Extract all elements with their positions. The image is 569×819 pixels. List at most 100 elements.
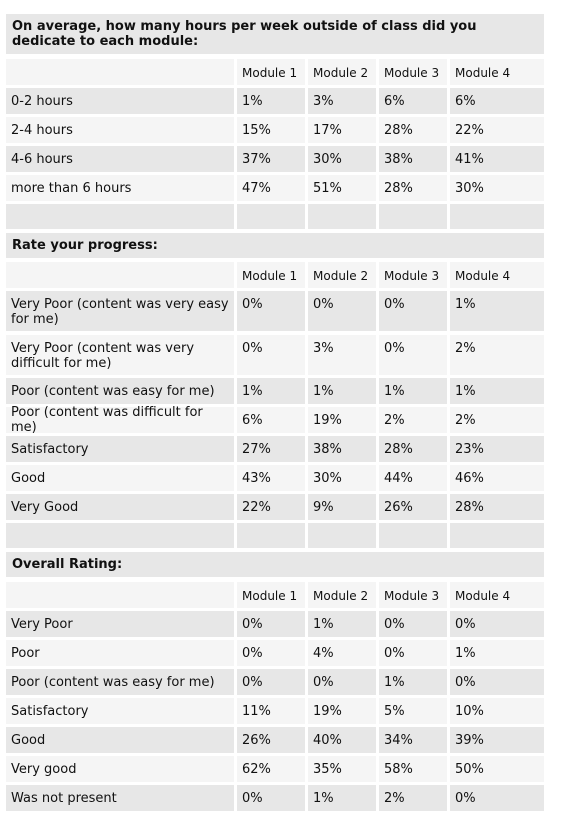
value-cell: 28% [379,436,447,462]
column-header-2: Module 2 [308,59,376,85]
value-cell: 30% [450,175,544,201]
column-header-1: Module 1 [237,582,305,608]
value-cell: 47% [237,175,305,201]
value-cell: 0% [379,611,447,637]
value-cell: 43% [237,465,305,491]
value-cell: 62% [237,756,305,782]
value-cell: 0% [237,611,305,637]
value-cell: 50% [450,756,544,782]
section-title: Rate your progress: [6,233,544,258]
value-cell: 19% [308,407,376,433]
spacer-cell [379,523,447,548]
value-cell: 1% [308,378,376,404]
row-label: Good [6,727,234,753]
section-title: Overall Rating: [6,552,544,577]
value-cell: 9% [308,494,376,520]
value-cell: 2% [450,335,544,375]
row-label: Was not present [6,785,234,811]
value-cell: 0% [237,785,305,811]
value-cell: 40% [308,727,376,753]
row-label: Good [6,465,234,491]
value-cell: 0% [379,291,447,331]
spacer-cell [237,204,305,229]
value-cell: 37% [237,146,305,172]
value-cell: 28% [450,494,544,520]
column-header-3: Module 3 [379,262,447,288]
value-cell: 22% [450,117,544,143]
row-label: 4-6 hours [6,146,234,172]
header-blank-cell [6,59,234,85]
row-label: Very Poor (content was very easy for me) [6,291,234,331]
column-header-3: Module 3 [379,59,447,85]
value-cell: 10% [450,698,544,724]
value-cell: 0% [237,640,305,666]
value-cell: 11% [237,698,305,724]
value-cell: 38% [308,436,376,462]
value-cell: 0% [237,669,305,695]
spacer-cell [308,204,376,229]
value-cell: 5% [379,698,447,724]
value-cell: 6% [379,88,447,114]
spacer-cell [6,523,234,548]
value-cell: 34% [379,727,447,753]
column-header-4: Module 4 [450,59,544,85]
spacer-cell [6,204,234,229]
value-cell: 30% [308,146,376,172]
value-cell: 2% [379,407,447,433]
column-header-1: Module 1 [237,59,305,85]
value-cell: 46% [450,465,544,491]
row-label: Poor (content was difficult for me) [6,405,234,435]
value-cell: 1% [450,640,544,666]
column-header-1: Module 1 [237,262,305,288]
value-cell: 0% [379,335,447,375]
column-header-4: Module 4 [450,262,544,288]
row-label: 0-2 hours [6,88,234,114]
spacer-cell [308,523,376,548]
value-cell: 1% [237,88,305,114]
value-cell: 0% [308,291,376,331]
row-label: Poor (content was easy for me) [6,378,234,404]
value-cell: 2% [379,785,447,811]
value-cell: 28% [379,175,447,201]
row-label: Very Poor (content was very difficult fo… [6,335,234,375]
value-cell: 23% [450,436,544,462]
spacer-cell [237,523,305,548]
value-cell: 35% [308,756,376,782]
header-blank-cell [6,262,234,288]
value-cell: 0% [237,291,305,331]
value-cell: 6% [237,407,305,433]
column-header-2: Module 2 [308,262,376,288]
value-cell: 38% [379,146,447,172]
value-cell: 19% [308,698,376,724]
value-cell: 0% [450,785,544,811]
value-cell: 30% [308,465,376,491]
value-cell: 0% [450,669,544,695]
value-cell: 3% [308,88,376,114]
column-header-3: Module 3 [379,582,447,608]
spacer-cell [450,523,544,548]
value-cell: 0% [379,640,447,666]
value-cell: 26% [379,494,447,520]
value-cell: 1% [308,611,376,637]
value-cell: 2% [450,407,544,433]
row-label: Poor (content was easy for me) [6,669,234,695]
value-cell: 26% [237,727,305,753]
value-cell: 1% [379,378,447,404]
value-cell: 1% [379,669,447,695]
value-cell: 0% [308,669,376,695]
value-cell: 58% [379,756,447,782]
value-cell: 17% [308,117,376,143]
value-cell: 41% [450,146,544,172]
value-cell: 39% [450,727,544,753]
value-cell: 1% [237,378,305,404]
value-cell: 1% [450,291,544,331]
row-label: Very Poor [6,611,234,637]
row-label: Very good [6,756,234,782]
value-cell: 4% [308,640,376,666]
value-cell: 1% [308,785,376,811]
spacer-cell [379,204,447,229]
row-label: Satisfactory [6,698,234,724]
column-header-4: Module 4 [450,582,544,608]
row-label: 2-4 hours [6,117,234,143]
